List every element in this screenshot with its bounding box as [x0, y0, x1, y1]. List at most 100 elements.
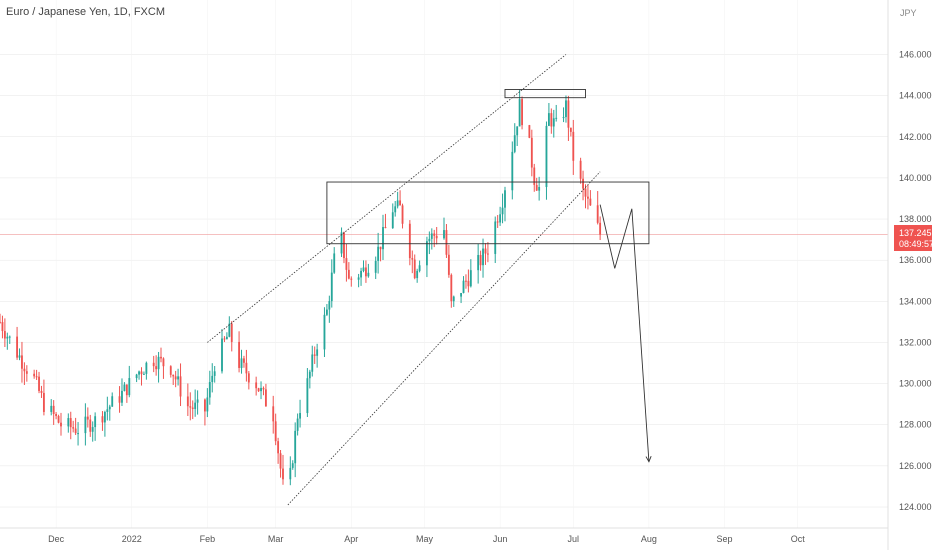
candle-body: [157, 356, 160, 370]
candle-body: [69, 418, 72, 428]
price-tag-countdown: 08:49:57: [899, 239, 932, 249]
candle-body: [40, 390, 43, 393]
candle-body: [74, 428, 77, 434]
candle-body: [416, 270, 419, 279]
y-tick-label: 138.000: [899, 214, 932, 224]
x-tick-label: Dec: [48, 534, 65, 544]
candle-body: [323, 314, 326, 350]
candle-body: [589, 198, 592, 206]
x-tick-label: Mar: [268, 534, 284, 544]
candle-body: [0, 321, 1, 323]
candle-body: [462, 280, 465, 293]
candle-body: [140, 371, 143, 375]
candle-body: [411, 258, 414, 260]
x-tick-label: Sep: [717, 534, 733, 544]
candle-body: [547, 113, 550, 126]
candle-body: [230, 323, 233, 342]
candle-body: [545, 125, 548, 188]
candle-body: [125, 384, 128, 396]
candle-body: [396, 200, 399, 207]
candle-body: [345, 258, 348, 270]
candle-body: [445, 230, 448, 255]
candle-body: [77, 433, 79, 435]
candle-body: [3, 331, 6, 339]
projection-arrowhead: [645, 456, 652, 463]
candle-body: [177, 376, 180, 380]
candle-body: [255, 382, 258, 389]
candle-body: [152, 362, 155, 367]
candle-body: [572, 131, 575, 161]
candle-body: [213, 371, 216, 376]
candle-body: [330, 272, 333, 302]
candle-body: [428, 238, 431, 242]
candle-body: [413, 259, 416, 279]
candle-body: [535, 184, 538, 191]
candle-body: [479, 254, 482, 266]
candle-body: [262, 387, 265, 390]
x-tick-label: Aug: [641, 534, 657, 544]
candle-body: [91, 427, 94, 432]
candle-body: [50, 405, 53, 412]
candle-body: [325, 309, 328, 315]
candle-body: [467, 280, 470, 287]
candle-body: [550, 113, 553, 127]
chart-title: Euro / Japanese Yen, 1D, FXCM: [6, 6, 165, 18]
candle-body: [384, 227, 387, 229]
y-tick-label: 136.000: [899, 255, 932, 265]
candle-body: [294, 430, 297, 464]
candle-body: [391, 212, 394, 229]
candle-body: [84, 416, 87, 434]
candle-body: [179, 376, 182, 397]
candle-body: [172, 374, 175, 377]
candle-body: [145, 362, 148, 374]
candle-body: [343, 232, 345, 259]
x-tick-label: Apr: [344, 534, 358, 544]
candle-body: [582, 178, 584, 189]
candle-body: [511, 151, 514, 191]
candle-body: [35, 376, 38, 378]
candle-body: [123, 384, 126, 391]
candle-body: [316, 349, 319, 356]
candle-body: [584, 188, 587, 197]
candles: [0, 89, 602, 486]
candle-body: [89, 419, 92, 432]
candle-body: [528, 125, 531, 138]
candle-body: [272, 406, 275, 422]
candle-body: [245, 362, 248, 374]
drawings: [207, 54, 652, 506]
candle-body: [313, 354, 316, 356]
candle-body: [16, 336, 19, 358]
candle-body: [350, 278, 353, 280]
candle-body: [504, 190, 506, 208]
candle-body: [282, 468, 284, 480]
candle-body: [279, 453, 282, 469]
candle-body: [562, 117, 565, 119]
candle-body: [482, 248, 484, 266]
y-tick-label: 144.000: [899, 91, 932, 101]
candle-body: [223, 338, 226, 340]
candle-body: [264, 389, 267, 407]
candle-body: [408, 223, 411, 259]
candle-body: [484, 248, 487, 254]
candle-body: [57, 416, 60, 423]
candle-body: [308, 371, 311, 379]
candle-body: [443, 230, 445, 239]
candle-body: [521, 99, 523, 126]
candle-body: [208, 382, 211, 398]
candle-body: [499, 214, 502, 223]
candle-body: [447, 254, 450, 275]
candle-body: [450, 274, 453, 302]
candle-body: [25, 371, 28, 374]
candle-body: [469, 270, 472, 287]
candle-body: [596, 205, 599, 223]
candle-body: [67, 418, 70, 427]
candle-body: [382, 227, 384, 250]
candle-body: [347, 269, 350, 279]
candle-body: [101, 416, 104, 423]
candle-body: [538, 187, 541, 191]
candle-body: [501, 207, 504, 215]
candle-body: [291, 463, 294, 468]
candle-body: [189, 406, 192, 408]
